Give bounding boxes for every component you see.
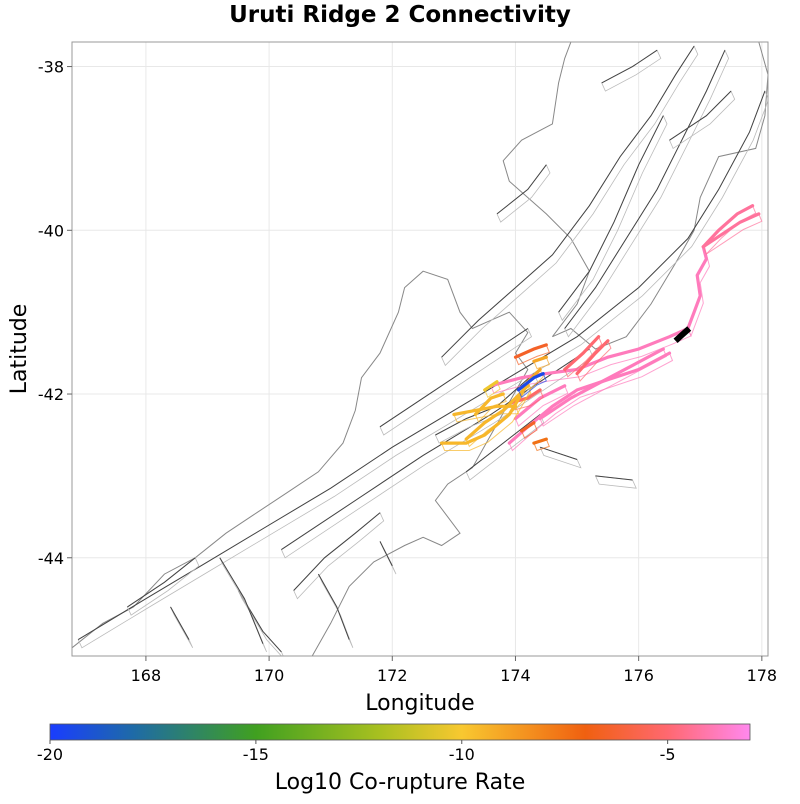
gridlines <box>72 42 768 656</box>
fault-trace <box>539 446 578 460</box>
map-layer <box>72 42 768 656</box>
corupture-segment <box>520 421 536 433</box>
fault-trace <box>293 512 381 591</box>
source-rupture <box>673 326 692 344</box>
fault-trace <box>317 573 350 640</box>
coastline <box>552 42 768 350</box>
fault-trace <box>281 348 590 551</box>
corupture-segment <box>513 343 548 359</box>
colorbar-tick-label: -10 <box>449 745 475 764</box>
fault-trace <box>441 45 695 358</box>
corupture-segment <box>686 245 709 331</box>
fault-trace <box>379 328 529 428</box>
corupture-segment <box>575 339 610 376</box>
x-axis-label: Longitude <box>365 691 474 716</box>
corupture-segment <box>563 335 601 372</box>
plot-area <box>72 42 768 656</box>
y-tick-label: -42 <box>38 385 64 404</box>
corupture-segment <box>516 372 545 392</box>
corupture-segment <box>701 212 761 249</box>
colorbar-tick-label: -5 <box>660 745 676 764</box>
corupture-segment <box>701 204 755 249</box>
fault-trace <box>601 49 658 84</box>
corupture-segment <box>483 380 499 392</box>
x-tick-label: 172 <box>377 666 408 685</box>
y-tick-label: -40 <box>38 221 64 240</box>
fault-trace <box>170 606 190 640</box>
x-axis-ticks: 168 170 172 174 176 178 <box>131 656 777 685</box>
fault-trace <box>435 373 535 436</box>
y-tick-label: -38 <box>38 58 64 77</box>
plot-frame <box>71 41 769 657</box>
fault-trace <box>496 164 547 215</box>
x-tick-label: 174 <box>500 666 531 685</box>
colorbar-tick-label: -20 <box>37 745 63 764</box>
y-axis-ticks: -38 -40 -42 -44 <box>38 58 72 568</box>
corupture-layer <box>440 204 763 452</box>
chart-title: Uruti Ridge 2 Connectivity <box>229 2 571 28</box>
colorbar-label: Log10 Co-rupture Rate <box>275 770 526 795</box>
corupture-segment <box>464 384 530 441</box>
y-axis-label: Latitude <box>7 304 32 395</box>
x-tick-label: 170 <box>254 666 285 685</box>
colorbar-ticks: -20 -15 -10 -5 <box>37 740 676 764</box>
x-tick-label: 176 <box>623 666 654 685</box>
fault-trace <box>564 49 726 329</box>
corupture-segment <box>532 437 548 445</box>
x-tick-label: 178 <box>747 666 778 685</box>
fault-trace <box>595 475 633 481</box>
corupture-segment <box>473 392 505 417</box>
fault-trace <box>219 557 264 644</box>
fault-trace <box>558 115 664 313</box>
colorbar-tick-label: -15 <box>243 745 269 764</box>
coastline <box>72 270 529 656</box>
fault-trace <box>127 557 196 608</box>
background-faults-layer <box>77 45 768 656</box>
corupture-segment <box>532 355 548 363</box>
corupture-segment <box>489 326 690 388</box>
y-tick-label: -44 <box>38 549 64 568</box>
fault-trace <box>379 541 393 567</box>
coastline <box>502 42 590 338</box>
corupture-segment <box>513 384 567 421</box>
x-tick-label: 168 <box>131 666 162 685</box>
colorbar <box>49 723 751 741</box>
fault-trace <box>77 90 766 641</box>
fault-trace <box>465 414 541 473</box>
coastline-layer <box>72 42 768 656</box>
fault-trace <box>669 90 732 141</box>
corupture-segment <box>452 404 518 417</box>
